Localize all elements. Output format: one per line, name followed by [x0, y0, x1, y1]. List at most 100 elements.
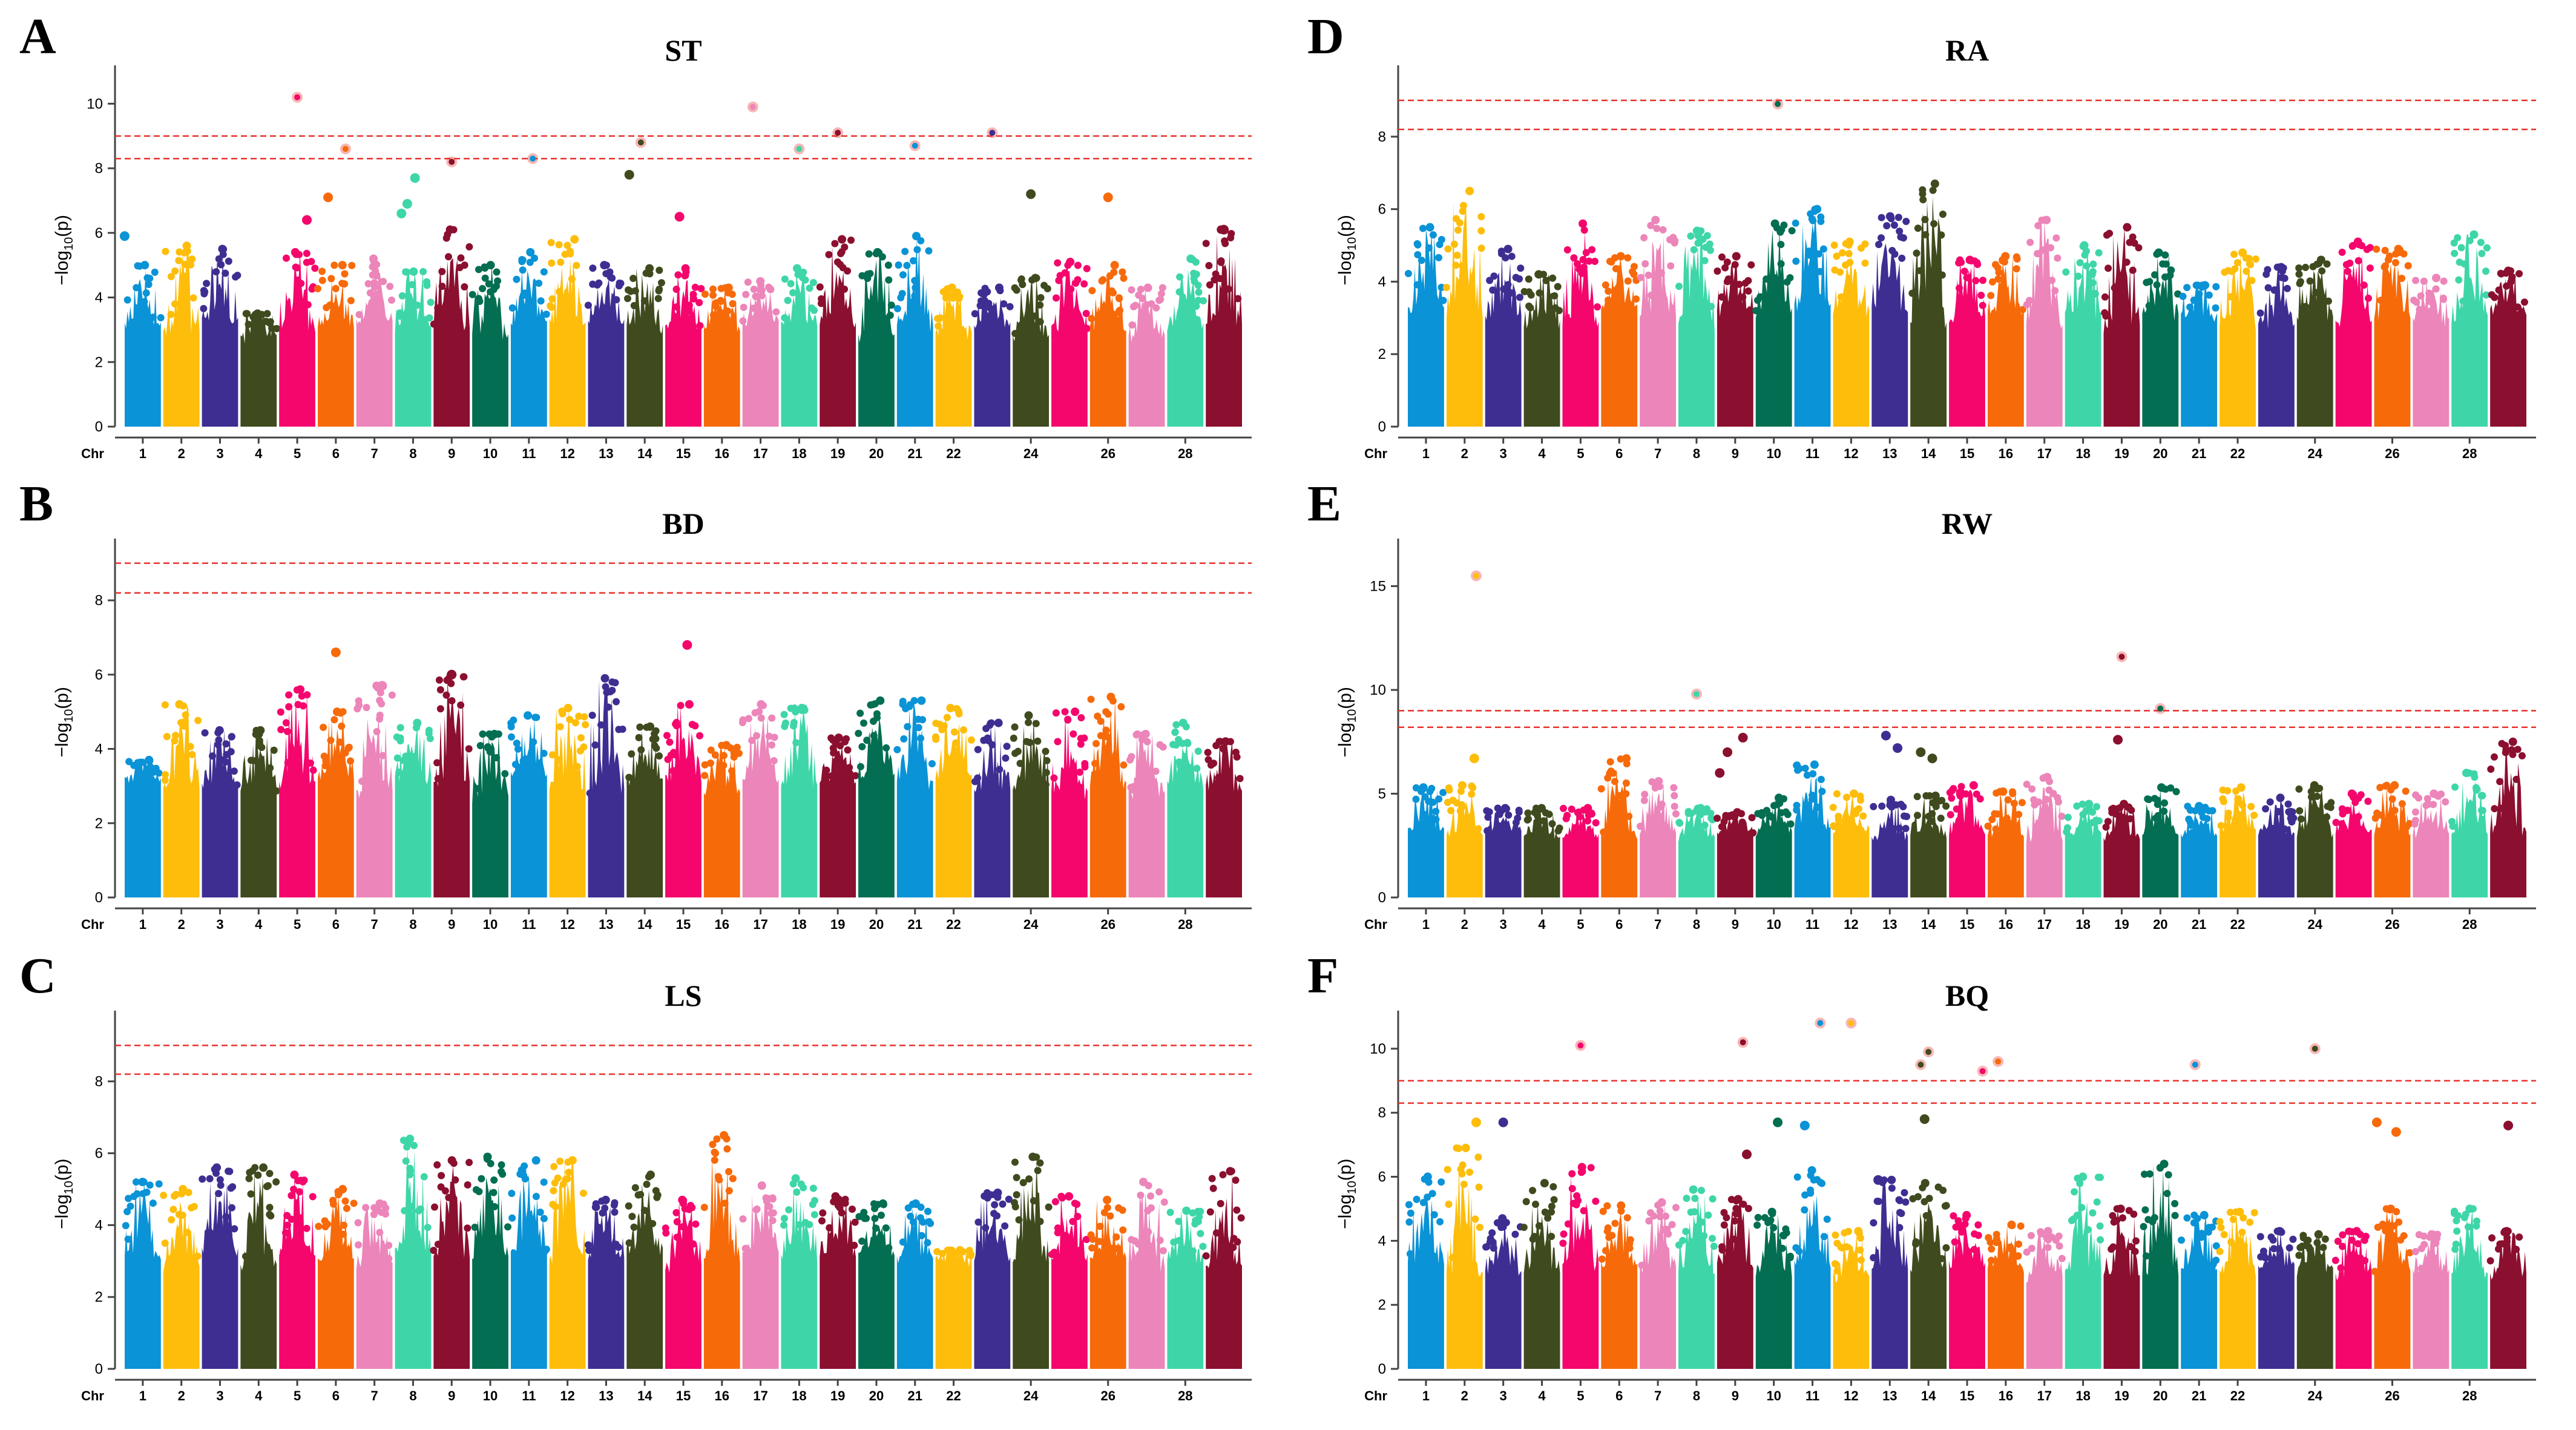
suggestive-snp-point — [1927, 753, 1937, 764]
chromosome-body — [1717, 1200, 1753, 1369]
chromosome-10-points — [1753, 1207, 1794, 1369]
snp-point — [1200, 297, 1208, 304]
chromosome-16-points — [1984, 787, 2026, 897]
snp-point — [140, 298, 148, 306]
significant-snp-point — [989, 130, 996, 136]
snp-point — [1787, 820, 1795, 828]
snp-point — [168, 1216, 176, 1224]
significant-snp-point — [749, 103, 756, 110]
chromosome-11-points — [1792, 205, 1831, 427]
significant-snp-point — [448, 159, 455, 165]
chromosome-27-points — [1128, 283, 1166, 427]
chromosome-body — [742, 715, 779, 897]
snp-point — [564, 241, 571, 249]
snp-peak-point — [917, 696, 926, 705]
snp-peak-point — [1654, 776, 1663, 786]
snp-peak-point — [564, 704, 573, 713]
snp-point — [2266, 798, 2274, 806]
snp-point — [1438, 283, 1445, 291]
snp-point — [1870, 1219, 1878, 1227]
x-tick-label: 13 — [599, 917, 613, 932]
snp-point — [792, 739, 800, 747]
chromosome-body — [1013, 278, 1050, 427]
snp-point — [1683, 1195, 1690, 1202]
snp-point — [2412, 277, 2420, 284]
snp-peak-point — [2432, 274, 2441, 283]
snp-point — [2482, 267, 2490, 275]
snp-point — [1459, 262, 1467, 270]
snp-point — [1878, 234, 1885, 242]
snp-point — [1845, 250, 1853, 258]
snp-point — [1056, 272, 1064, 280]
chromosome-body — [510, 719, 547, 897]
snp-point — [1777, 241, 1785, 249]
chromosome-body — [2413, 278, 2450, 427]
snp-point — [2054, 254, 2062, 262]
snp-point — [2302, 263, 2310, 271]
snp-peak-point — [831, 1192, 840, 1201]
snp-point — [308, 285, 316, 293]
snp-point — [991, 1201, 999, 1209]
snp-point — [1215, 773, 1223, 781]
snp-point — [548, 259, 556, 267]
snp-point — [175, 257, 183, 264]
snp-peak-point — [2078, 1172, 2088, 1181]
snp-point — [2307, 793, 2315, 801]
snp-point — [327, 275, 335, 283]
chromosome-20-points — [855, 1199, 895, 1369]
snp-point — [1505, 811, 1513, 819]
snp-peak-point — [1767, 1207, 1776, 1216]
snp-peak-point — [1732, 252, 1741, 261]
snp-point — [1568, 1170, 1576, 1178]
snp-point — [493, 754, 501, 762]
x-tick-label: 22 — [946, 1388, 961, 1403]
snp-point — [1547, 1208, 1555, 1216]
snp-point — [1615, 792, 1623, 799]
y-tick-label: 4 — [95, 290, 103, 306]
x-tick-label: 13 — [599, 446, 613, 461]
snp-point — [2051, 287, 2059, 295]
snp-point — [123, 296, 131, 304]
chromosome-27-points — [1126, 729, 1167, 897]
snp-point — [181, 260, 189, 268]
snp-point — [2332, 819, 2340, 827]
snp-point — [904, 1204, 912, 1212]
snp-point — [228, 1204, 236, 1212]
snp-point — [897, 294, 905, 301]
snp-point — [1435, 795, 1443, 803]
snp-point — [399, 1136, 407, 1144]
chromosome-body — [433, 1165, 470, 1369]
snp-point — [1856, 792, 1864, 800]
x-tick-label: 26 — [2385, 917, 2399, 932]
snp-point — [740, 303, 748, 311]
snp-point — [1691, 1195, 1699, 1202]
snp-point — [2129, 266, 2137, 274]
snp-point — [1611, 1219, 1619, 1227]
snp-point — [376, 1228, 384, 1236]
snp-point — [701, 772, 709, 779]
snp-point — [2373, 245, 2380, 253]
snp-point — [215, 736, 223, 744]
snp-point — [612, 1241, 620, 1248]
snp-point — [2239, 801, 2247, 809]
chromosome-28-points — [1166, 1206, 1207, 1369]
snp-point — [2131, 1248, 2139, 1255]
snp-point — [2150, 1214, 2158, 1222]
snp-point — [340, 318, 347, 326]
snp-point — [625, 1239, 633, 1247]
snp-point — [2313, 792, 2321, 800]
snp-point — [285, 691, 293, 699]
snp-point — [2415, 794, 2423, 802]
snp-point — [143, 769, 151, 776]
snp-point — [2220, 1231, 2228, 1239]
x-tick-label: 22 — [2230, 1388, 2245, 1403]
snp-point — [2102, 312, 2110, 320]
snp-point — [2103, 231, 2111, 239]
snp-point — [1202, 240, 1210, 248]
chromosome-25-points — [2335, 237, 2374, 427]
snp-point — [1788, 227, 1796, 235]
snp-point — [810, 1211, 818, 1219]
snp-point — [1988, 816, 1996, 824]
snp-peak-point — [1579, 219, 1588, 228]
